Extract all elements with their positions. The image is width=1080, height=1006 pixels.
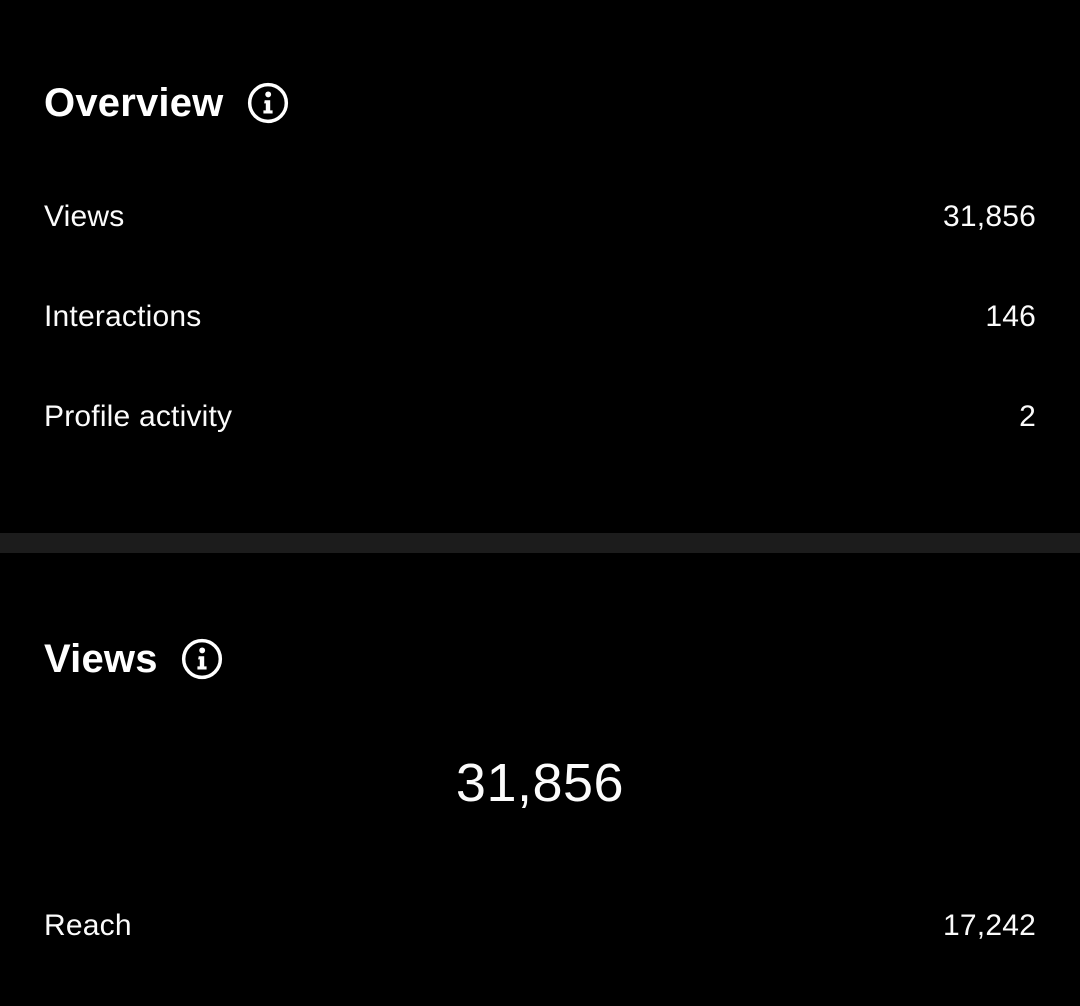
section-divider: [0, 533, 1080, 553]
views-total: 31,856: [455, 753, 625, 813]
stat-value: 2: [1019, 400, 1036, 433]
stat-value: 146: [985, 300, 1036, 333]
overview-header: Overview: [44, 81, 1036, 125]
stat-label: Reach: [44, 909, 132, 942]
overview-row-profile-activity[interactable]: Profile activity 2: [44, 399, 1036, 435]
overview-section: Overview Views 31,856 Interactions 146 P…: [44, 81, 1036, 435]
info-icon: [246, 81, 290, 125]
views-info-button[interactable]: [180, 637, 224, 681]
overview-row-views[interactable]: Views 31,856: [44, 199, 1036, 235]
info-icon: [180, 637, 224, 681]
stat-value: 31,856: [943, 200, 1036, 233]
views-row-reach[interactable]: Reach 17,242: [44, 908, 1036, 944]
stat-label: Interactions: [44, 300, 202, 333]
overview-info-button[interactable]: [246, 81, 290, 125]
stat-label: Views: [44, 200, 125, 233]
overview-row-interactions[interactable]: Interactions 146: [44, 299, 1036, 335]
views-title: Views: [44, 637, 158, 681]
views-section: Views 31,856 Reach 17,242: [0, 553, 1080, 944]
views-header: Views: [44, 637, 1036, 681]
stat-value: 17,242: [943, 909, 1036, 942]
stat-label: Profile activity: [44, 400, 233, 433]
overview-title: Overview: [44, 81, 224, 125]
